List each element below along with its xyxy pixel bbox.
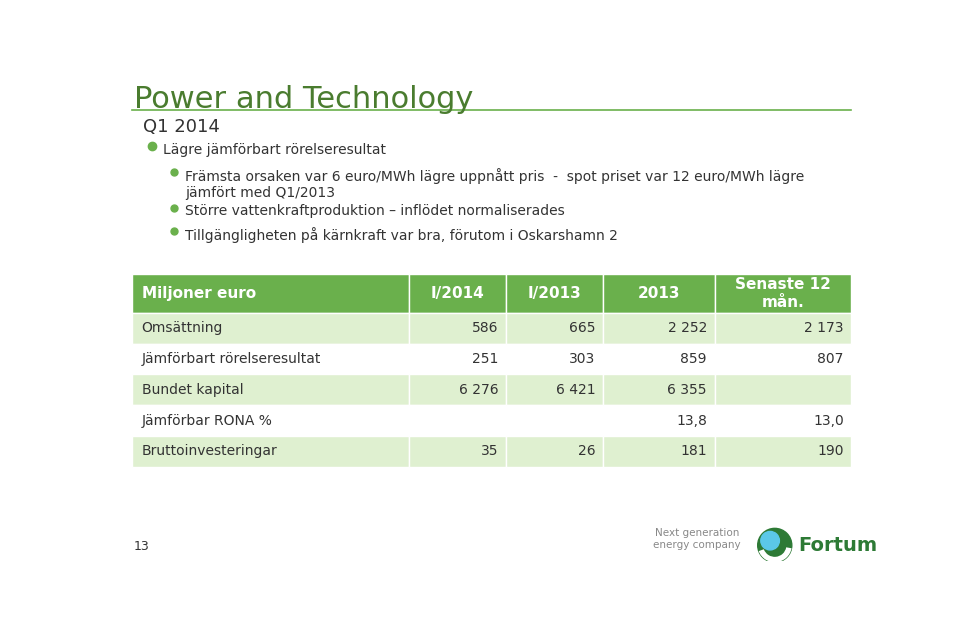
FancyBboxPatch shape (131, 374, 409, 405)
Text: Jämförbart rörelseresultat: Jämförbart rörelseresultat (142, 352, 321, 366)
Text: 586: 586 (472, 321, 498, 335)
FancyBboxPatch shape (409, 436, 506, 467)
FancyBboxPatch shape (603, 374, 714, 405)
Text: Senaste 12
mån.: Senaste 12 mån. (736, 277, 831, 310)
FancyBboxPatch shape (714, 312, 852, 343)
Text: 2013: 2013 (638, 286, 680, 301)
Text: 6 355: 6 355 (667, 383, 707, 397)
Text: 13: 13 (134, 540, 150, 553)
FancyBboxPatch shape (603, 274, 714, 312)
Text: 190: 190 (817, 444, 844, 459)
Text: 13,0: 13,0 (813, 413, 844, 428)
FancyBboxPatch shape (714, 405, 852, 436)
Text: 665: 665 (569, 321, 596, 335)
FancyBboxPatch shape (131, 274, 409, 312)
FancyBboxPatch shape (714, 436, 852, 467)
Circle shape (760, 532, 780, 550)
FancyBboxPatch shape (131, 343, 409, 374)
Text: 251: 251 (472, 352, 498, 366)
Text: 13,8: 13,8 (676, 413, 707, 428)
Text: Q1 2014: Q1 2014 (143, 118, 220, 136)
Text: Större vattenkraftproduktion – inflödet normaliserades: Större vattenkraftproduktion – inflödet … (185, 204, 565, 218)
Text: I/2014: I/2014 (431, 286, 484, 301)
Text: 303: 303 (569, 352, 596, 366)
Text: 2 252: 2 252 (667, 321, 707, 335)
Text: Jämförbar RONA %: Jämförbar RONA % (142, 413, 272, 428)
Wedge shape (759, 547, 791, 562)
Text: I/2013: I/2013 (527, 286, 581, 301)
FancyBboxPatch shape (714, 274, 852, 312)
FancyBboxPatch shape (603, 343, 714, 374)
Text: Bundet kapital: Bundet kapital (142, 383, 244, 397)
FancyBboxPatch shape (603, 312, 714, 343)
FancyBboxPatch shape (506, 343, 603, 374)
Text: Omsättning: Omsättning (142, 321, 222, 335)
FancyBboxPatch shape (409, 374, 506, 405)
FancyBboxPatch shape (409, 343, 506, 374)
Text: 6 421: 6 421 (555, 383, 596, 397)
FancyBboxPatch shape (131, 405, 409, 436)
Text: 6 276: 6 276 (458, 383, 498, 397)
Text: 35: 35 (480, 444, 498, 459)
Text: 181: 181 (680, 444, 707, 459)
FancyBboxPatch shape (506, 405, 603, 436)
FancyBboxPatch shape (506, 374, 603, 405)
FancyBboxPatch shape (603, 405, 714, 436)
Text: Tillgängligheten på kärnkraft var bra, förutom i Oskarshamn 2: Tillgängligheten på kärnkraft var bra, f… (185, 227, 618, 243)
FancyBboxPatch shape (131, 436, 409, 467)
Text: 859: 859 (681, 352, 707, 366)
Text: Power and Technology: Power and Technology (134, 85, 473, 114)
FancyBboxPatch shape (506, 274, 603, 312)
Text: 2 173: 2 173 (805, 321, 844, 335)
FancyBboxPatch shape (409, 274, 506, 312)
Text: Främsta orsaken var 6 euro/MWh lägre uppnått pris  -  spot priset var 12 euro/MW: Främsta orsaken var 6 euro/MWh lägre upp… (185, 168, 805, 200)
Text: Miljoner euro: Miljoner euro (142, 286, 256, 301)
Text: 26: 26 (577, 444, 596, 459)
Text: Bruttoinvesteringar: Bruttoinvesteringar (142, 444, 277, 459)
FancyBboxPatch shape (409, 405, 506, 436)
Text: Fortum: Fortum (798, 536, 877, 555)
Text: Next generation
energy company: Next generation energy company (653, 529, 741, 550)
Text: 807: 807 (817, 352, 844, 366)
Text: Lägre jämförbart rörelseresultat: Lägre jämförbart rörelseresultat (163, 142, 386, 157)
FancyBboxPatch shape (409, 312, 506, 343)
FancyBboxPatch shape (714, 374, 852, 405)
FancyBboxPatch shape (506, 312, 603, 343)
FancyBboxPatch shape (506, 436, 603, 467)
FancyBboxPatch shape (131, 312, 409, 343)
FancyBboxPatch shape (603, 436, 714, 467)
FancyBboxPatch shape (714, 343, 852, 374)
Circle shape (758, 529, 792, 562)
